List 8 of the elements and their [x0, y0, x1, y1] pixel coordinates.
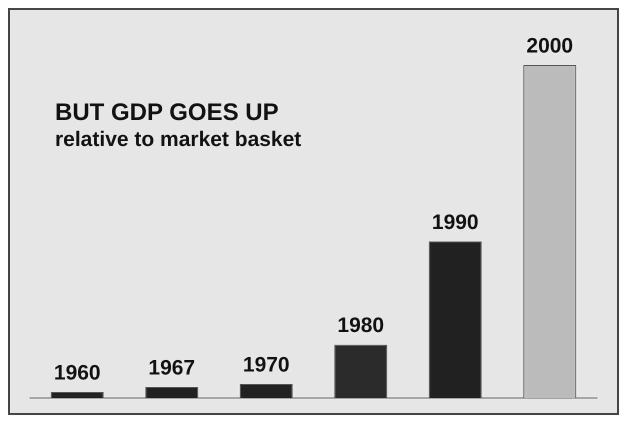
x-tick-label: 2000 — [526, 34, 574, 58]
text: BUT GDP GOES UP — [55, 99, 279, 126]
x-tick-label: 1980 — [337, 314, 384, 338]
x-tick-label: 1960 — [54, 361, 101, 384]
x-tick-label: 1990 — [432, 210, 479, 234]
text: relative to market basket — [55, 128, 302, 151]
x-tick-label: 1967 — [148, 356, 196, 380]
x-tick-label: 1970 — [242, 353, 290, 376]
